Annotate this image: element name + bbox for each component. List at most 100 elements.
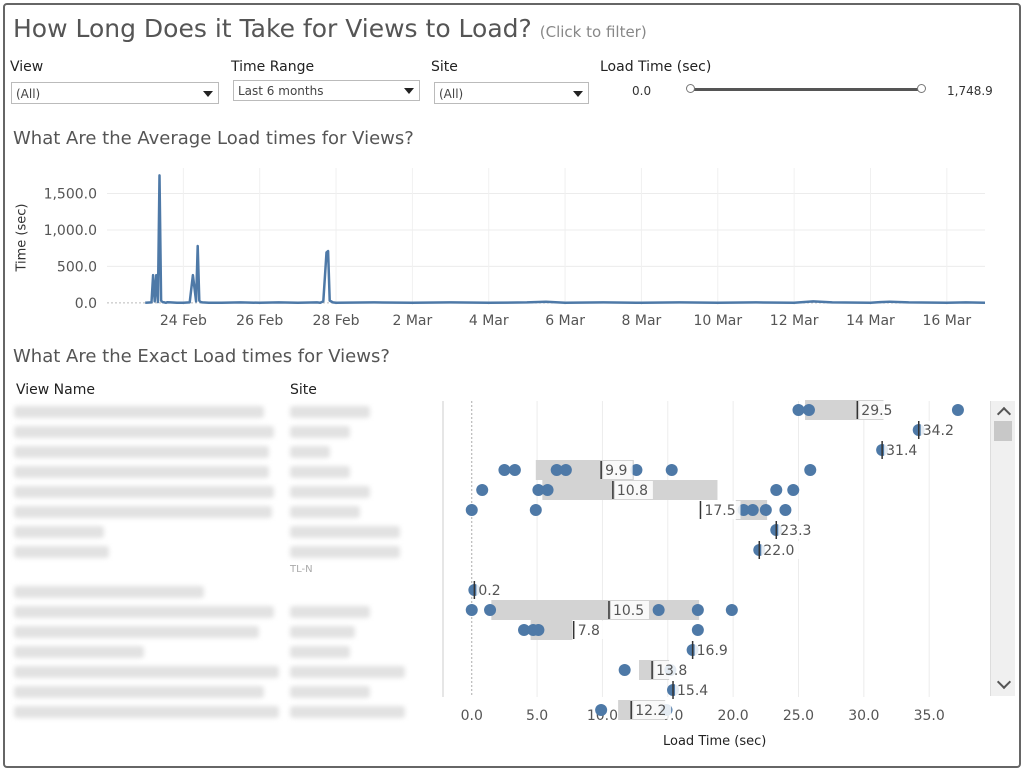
site-cell bbox=[290, 426, 350, 438]
reference-label-bg bbox=[476, 581, 506, 599]
scrollbar-thumb[interactable] bbox=[994, 421, 1012, 441]
load-time-point[interactable] bbox=[691, 624, 704, 636]
load-time-slider-track[interactable] bbox=[690, 88, 922, 91]
view-filter-dropdown[interactable]: (All) bbox=[11, 82, 219, 104]
load-time-point[interactable] bbox=[618, 664, 631, 676]
x-tick-label: 20.0 bbox=[718, 708, 749, 724]
load-time-point[interactable] bbox=[630, 464, 643, 476]
load-time-point[interactable] bbox=[691, 604, 704, 616]
load-time-point[interactable] bbox=[792, 404, 805, 416]
view-name-cell bbox=[14, 666, 279, 678]
reference-label-bg bbox=[675, 681, 714, 699]
exact-load-dot-chart[interactable]: 0.05.010.015.020.025.030.035.029.534.231… bbox=[0, 395, 1024, 730]
site-cell bbox=[290, 686, 370, 698]
dashboard-frame bbox=[3, 3, 1021, 768]
y-tick-label: 0.0 bbox=[75, 296, 97, 312]
site-cell bbox=[290, 406, 370, 418]
load-time-point[interactable] bbox=[725, 604, 738, 616]
time-range-label: Time Range bbox=[231, 59, 315, 75]
view-name-cell bbox=[14, 646, 144, 658]
load-time-point[interactable] bbox=[595, 704, 608, 716]
view-name-cell bbox=[14, 406, 264, 418]
load-time-point[interactable] bbox=[550, 464, 563, 476]
load-time-point[interactable] bbox=[779, 504, 792, 516]
site-cell bbox=[290, 486, 370, 498]
site-cell bbox=[290, 466, 350, 478]
reference-label: 7.8 bbox=[578, 623, 600, 639]
site-filter-dropdown[interactable]: (All) bbox=[434, 82, 589, 104]
scroll-down-icon[interactable] bbox=[996, 674, 1012, 690]
load-time-point[interactable] bbox=[508, 464, 521, 476]
x-tick-label: 26 Feb bbox=[236, 313, 283, 329]
load-time-min-handle[interactable] bbox=[686, 84, 695, 93]
time-range-dropdown[interactable]: Last 6 months bbox=[233, 80, 420, 101]
reference-label: 34.2 bbox=[923, 423, 954, 439]
y-tick-label: 1,000.0 bbox=[44, 223, 97, 239]
reference-label: 16.9 bbox=[697, 643, 728, 659]
reference-label-bg bbox=[610, 601, 649, 619]
load-time-point[interactable] bbox=[804, 464, 817, 476]
view-name-cell bbox=[14, 466, 269, 478]
row-range-band[interactable] bbox=[491, 600, 700, 620]
x-tick-label: 30.0 bbox=[848, 708, 879, 724]
scroll-up-icon[interactable] bbox=[996, 406, 1012, 422]
avg-section-title: What Are the Average Load times for View… bbox=[13, 128, 414, 149]
site-column-header[interactable]: Site bbox=[290, 382, 317, 398]
view-name-cell bbox=[14, 606, 274, 618]
reference-label: 15.4 bbox=[677, 683, 708, 699]
reference-label: 22.0 bbox=[763, 543, 794, 559]
load-time-point[interactable] bbox=[665, 464, 678, 476]
y-tick-label: 1,500.0 bbox=[44, 187, 97, 203]
site-cell bbox=[290, 646, 350, 658]
x-tick-label: 24 Feb bbox=[160, 313, 207, 329]
load-time-point[interactable] bbox=[787, 484, 800, 496]
view-name-column-header[interactable]: View Name bbox=[16, 382, 95, 398]
reference-label-bg bbox=[575, 621, 606, 639]
load-time-max-value: 1,748.9 bbox=[947, 84, 993, 98]
view-name-cell bbox=[14, 526, 104, 538]
load-time-point[interactable] bbox=[476, 484, 489, 496]
chevron-down-icon bbox=[573, 91, 583, 97]
load-time-point[interactable] bbox=[518, 624, 531, 636]
load-time-point[interactable] bbox=[652, 604, 665, 616]
avg-load-series-line[interactable] bbox=[145, 174, 986, 305]
load-time-point[interactable] bbox=[951, 404, 964, 416]
load-time-point[interactable] bbox=[759, 504, 772, 516]
site-cell bbox=[290, 546, 400, 558]
site-cell-visible: TL-N bbox=[290, 564, 313, 575]
load-time-point[interactable] bbox=[746, 504, 759, 516]
load-time-max-handle[interactable] bbox=[917, 84, 926, 93]
reference-label-bg bbox=[761, 541, 800, 559]
load-time-point[interactable] bbox=[529, 504, 542, 516]
exact-section-title: What Are the Exact Load times for Views? bbox=[13, 346, 390, 367]
site-cell bbox=[290, 606, 370, 618]
load-time-point[interactable] bbox=[559, 464, 572, 476]
load-time-point[interactable] bbox=[532, 484, 545, 496]
load-time-min-value: 0.0 bbox=[632, 84, 652, 98]
load-time-point[interactable] bbox=[737, 504, 750, 516]
load-time-point[interactable] bbox=[802, 404, 815, 416]
title-hint[interactable]: (Click to filter) bbox=[539, 23, 647, 41]
load-time-point[interactable] bbox=[465, 604, 478, 616]
reference-label: 17.5 bbox=[704, 503, 735, 519]
load-time-point[interactable] bbox=[484, 604, 497, 616]
load-time-point[interactable] bbox=[770, 484, 783, 496]
view-name-cell bbox=[14, 426, 274, 438]
dashboard-title: How Long Does it Take for Views to Load?… bbox=[13, 14, 647, 43]
reference-label-bg bbox=[694, 641, 733, 659]
chevron-down-icon bbox=[404, 88, 414, 94]
avg-load-line-chart[interactable]: 0.0 500.0 1,000.0 1,500.0 24 Feb 26 Feb 28 Feb… bbox=[0, 160, 1024, 335]
view-name-cell bbox=[14, 506, 272, 518]
load-time-point[interactable] bbox=[541, 484, 554, 496]
load-time-point[interactable] bbox=[498, 464, 511, 476]
x-tick-label: 28 Feb bbox=[313, 313, 360, 329]
load-time-point[interactable] bbox=[532, 624, 545, 636]
view-name-cell bbox=[14, 446, 269, 458]
chevron-down-icon bbox=[203, 91, 213, 97]
reference-label: 12.2 bbox=[635, 703, 666, 719]
load-time-point[interactable] bbox=[465, 504, 478, 516]
vertical-scrollbar[interactable] bbox=[990, 401, 1015, 696]
site-filter-label: Site bbox=[431, 59, 458, 75]
reference-label-bg bbox=[654, 661, 693, 679]
view-filter-value: (All) bbox=[16, 87, 41, 101]
